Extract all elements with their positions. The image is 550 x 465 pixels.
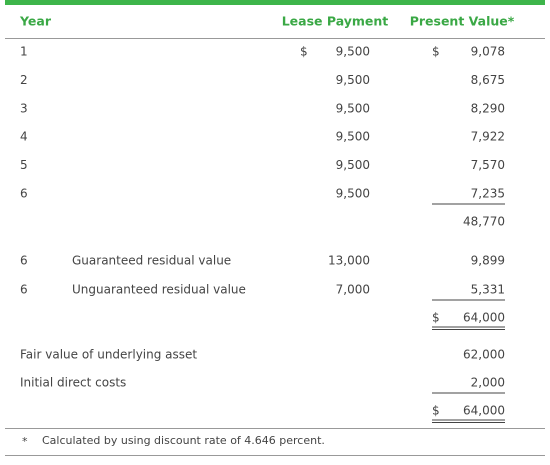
present-value: 9,078 bbox=[471, 45, 505, 59]
lease-payment: 9,500 bbox=[336, 130, 370, 144]
residual-label: Unguaranteed residual value bbox=[72, 283, 246, 297]
present-value: 9,899 bbox=[471, 254, 505, 268]
item-label: Initial direct costs bbox=[20, 376, 126, 390]
subtotal: 48,770 bbox=[463, 215, 505, 229]
total: 64,000 bbox=[463, 311, 505, 325]
year: 1 bbox=[20, 45, 28, 59]
lease-payment: 9,500 bbox=[336, 158, 370, 172]
header-lease: Lease Payment bbox=[282, 14, 389, 29]
residual-label: Guaranteed residual value bbox=[72, 254, 231, 268]
footnote-text: Calculated by using discount rate of 4.6… bbox=[42, 434, 325, 447]
year: 3 bbox=[20, 101, 28, 115]
present-value: 8,675 bbox=[471, 73, 505, 87]
present-value: 5,331 bbox=[471, 283, 505, 297]
year: 6 bbox=[20, 187, 28, 201]
top-bar bbox=[5, 0, 545, 5]
lease-payment: 9,500 bbox=[336, 45, 370, 59]
lease-payment: 9,500 bbox=[336, 73, 370, 87]
lease-payment: 9,500 bbox=[336, 187, 370, 201]
year: 5 bbox=[20, 158, 28, 172]
header-pv: Present Value* bbox=[410, 14, 515, 29]
currency: $ bbox=[432, 404, 440, 418]
present-value: 8,290 bbox=[471, 101, 505, 115]
present-value: 7,235 bbox=[471, 187, 505, 201]
header-year: Year bbox=[19, 14, 52, 29]
currency: $ bbox=[432, 45, 440, 59]
year: 4 bbox=[20, 130, 28, 144]
currency: $ bbox=[432, 311, 440, 325]
item-label: Fair value of underlying asset bbox=[20, 348, 197, 362]
currency: $ bbox=[300, 45, 308, 59]
lease-payment: 9,500 bbox=[336, 101, 370, 115]
footnote-marker: * bbox=[22, 435, 28, 448]
lease-payment: 7,000 bbox=[336, 283, 370, 297]
present-value: 7,922 bbox=[471, 130, 505, 144]
item-value: 62,000 bbox=[463, 348, 505, 362]
year: 6 bbox=[20, 283, 28, 297]
present-value: 7,570 bbox=[471, 158, 505, 172]
item-value: 2,000 bbox=[471, 376, 505, 390]
lease-payment: 13,000 bbox=[328, 254, 370, 268]
year: 2 bbox=[20, 73, 28, 87]
total: 64,000 bbox=[463, 404, 505, 418]
year: 6 bbox=[20, 254, 28, 268]
